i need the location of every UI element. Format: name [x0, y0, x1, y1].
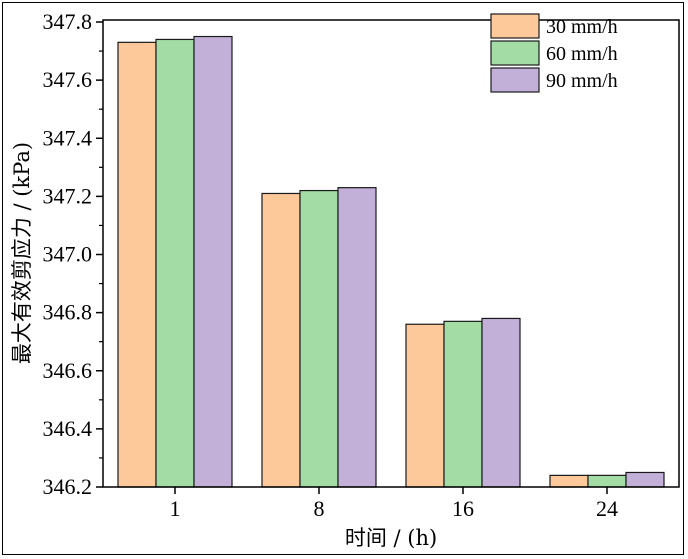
plot-area-frame	[102, 19, 680, 488]
bar-16-series-3	[481, 317, 521, 488]
y-tick-label: 346.2	[43, 474, 93, 499]
bar-8-series-3	[337, 187, 377, 488]
bar-1-series-2	[155, 38, 195, 488]
legend-label-2: 60 mm/h	[546, 43, 618, 65]
x-axis-title: 时间 / (h)	[345, 526, 437, 550]
y-axis-title: 最大有效剪应力 / (kPa)	[10, 142, 34, 364]
bar-16-series-2	[443, 320, 483, 488]
x-tick-label: 24	[596, 496, 618, 521]
y-tick-label: 347.8	[43, 9, 93, 34]
bar-8-series-2	[299, 189, 339, 488]
x-tick-label: 16	[452, 496, 474, 521]
bar-1-series-3	[193, 35, 233, 488]
legend: 30 mm/h 60 mm/h 90 mm/h	[490, 13, 618, 93]
x-tick-label: 1	[170, 496, 181, 521]
x-axis: 1 8 16 24	[170, 487, 618, 521]
legend-label-3: 90 mm/h	[546, 70, 618, 92]
legend-swatch-2	[490, 40, 540, 66]
y-tick-label: 346.8	[43, 300, 93, 325]
bars-group	[117, 35, 665, 488]
y-tick-label: 346.4	[43, 416, 93, 441]
x-tick-label: 8	[314, 496, 325, 521]
y-axis: 346.2 346.4 346.6 346.8 347.0 347.2 347.4 347.6…	[43, 9, 103, 499]
legend-swatch-3	[490, 67, 540, 93]
bar-1-series-1	[117, 41, 157, 488]
bar-8-series-1	[261, 192, 301, 488]
legend-label-1: 30 mm/h	[546, 16, 618, 38]
y-tick-label: 347.6	[43, 67, 93, 92]
bar-24-series-3	[625, 471, 665, 488]
y-tick-label: 347.2	[43, 183, 93, 208]
bar-16-series-1	[405, 323, 445, 488]
bar-24-series-1	[549, 474, 589, 488]
legend-swatch-1	[490, 13, 540, 39]
y-tick-label: 346.6	[43, 358, 93, 383]
y-tick-label: 347.4	[43, 125, 93, 150]
y-tick-label: 347.0	[43, 242, 93, 267]
bar-24-series-2	[587, 474, 627, 488]
